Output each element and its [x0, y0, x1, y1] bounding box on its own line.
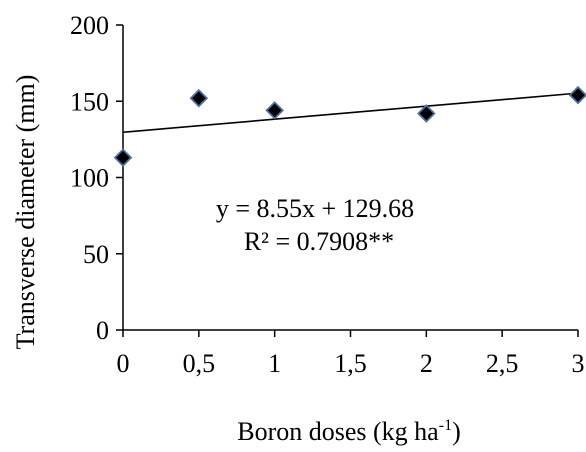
x-tick-label: 3 — [572, 349, 585, 378]
r-squared-label: R² = 0.7908** — [244, 227, 394, 256]
data-point — [189, 88, 209, 108]
x-axis-title-main: Boron doses (kg ha — [237, 417, 439, 446]
data-point — [417, 104, 436, 123]
trendline-group — [122, 92, 579, 134]
x-tick-label: 2 — [420, 349, 433, 378]
y-tick-label: 200 — [70, 11, 109, 40]
x-tick-label: 0 — [117, 349, 130, 378]
x-axis-title-superscript: -1 — [439, 417, 452, 434]
y-tick-label: 50 — [83, 240, 109, 269]
y-axis-title: Transverse diameter (mm) — [11, 75, 40, 350]
y-ticks: 0 50 100 150 200 — [70, 11, 123, 345]
data-point — [568, 85, 586, 105]
x-ticks: 0 0,5 1 1,5 2 2,5 3 — [117, 330, 585, 378]
x-tick-label: 1,5 — [334, 349, 367, 378]
trendline — [122, 92, 579, 134]
data-points — [113, 85, 586, 167]
y-tick-label: 100 — [70, 164, 109, 193]
x-axis-title: Boron doses (kg ha-1) — [237, 417, 460, 446]
data-point — [265, 101, 284, 120]
y-tick-label: 0 — [96, 316, 109, 345]
y-tick-label: 150 — [70, 87, 109, 116]
data-point — [113, 148, 133, 167]
axes — [122, 25, 578, 331]
x-tick-label: 1 — [268, 349, 281, 378]
x-tick-label: 0,5 — [183, 349, 216, 378]
regression-equation: y = 8.55x + 129.68 — [216, 194, 414, 223]
x-tick-label: 2,5 — [486, 349, 519, 378]
x-axis-title-suffix: ) — [452, 417, 461, 446]
